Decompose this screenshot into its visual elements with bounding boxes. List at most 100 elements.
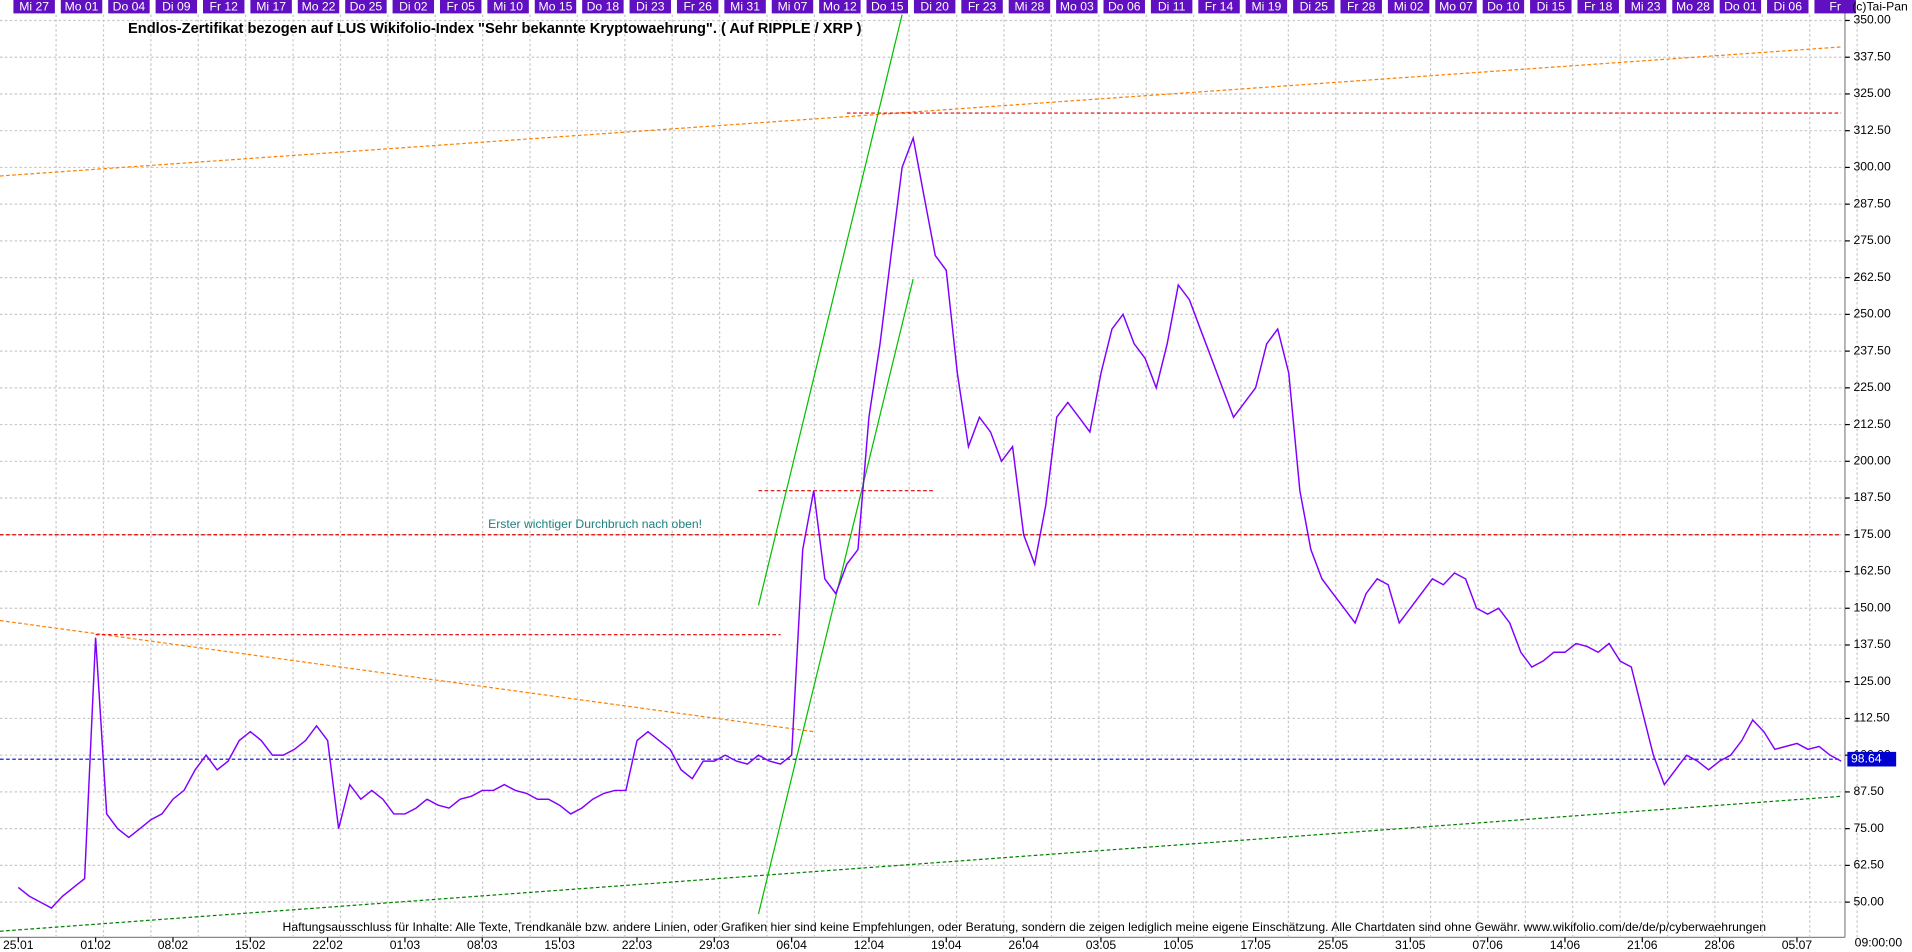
x-tick-label: 26.04 (1008, 938, 1039, 952)
top-label: Fr 05 (446, 0, 475, 14)
top-label-box (1577, 0, 1619, 14)
top-label: Mi 10 (493, 0, 523, 14)
y-tick-label: 75.00 (1853, 821, 1884, 835)
top-label: Mi 28 (1015, 0, 1045, 14)
x-tick-label: 22.03 (622, 938, 653, 952)
top-label: Mo 12 (823, 0, 857, 14)
x-tick-label: 15.03 (544, 938, 575, 952)
top-label-box (108, 0, 150, 14)
top-label-box (155, 0, 198, 14)
top-label: Mi 23 (1631, 0, 1661, 14)
top-label: Mo 07 (1439, 0, 1473, 14)
top-label-box (60, 0, 103, 14)
top-label: Di 02 (399, 0, 428, 14)
y-tick-label: 212.50 (1853, 417, 1890, 431)
top-label-box (1672, 0, 1714, 14)
y-tick-label: 325.00 (1853, 86, 1890, 100)
top-label-box (1340, 0, 1382, 14)
top-label-box (439, 0, 482, 14)
x-tick-label: 14.06 (1550, 938, 1581, 952)
top-label: Do 18 (587, 0, 620, 14)
y-tick-label: 62.50 (1853, 858, 1884, 872)
top-label: Mo 22 (302, 0, 336, 14)
y-tick-label: 87.50 (1853, 784, 1884, 798)
top-label-box (771, 0, 814, 14)
top-label: Do 01 (1724, 0, 1757, 14)
x-tick-label: 08.02 (158, 938, 189, 952)
y-tick-label: 162.50 (1853, 564, 1890, 578)
x-tick-label: 17.05 (1240, 938, 1271, 952)
top-label: Di 20 (920, 0, 949, 14)
x-tick-label: 05.07 (1782, 938, 1813, 952)
annotation: Erster wichtiger Durchbruch nach oben! (488, 517, 702, 531)
top-label-box (961, 0, 1003, 14)
x-tick-label: 08.03 (467, 938, 498, 952)
y-tick-label: 112.50 (1853, 711, 1890, 725)
x-tick-label: 21.06 (1627, 938, 1658, 952)
x-tick-label: 12.04 (854, 938, 885, 952)
top-label-box (1530, 0, 1572, 14)
top-label-box (1435, 0, 1477, 14)
trendline (757, 278, 914, 915)
trendline (0, 46, 1842, 177)
x-tick-label: 06.04 (776, 938, 807, 952)
top-label: Fr 23 (968, 0, 997, 14)
top-label: Mi 31 (730, 0, 760, 14)
top-label: Di 23 (636, 0, 665, 14)
y-tick-label: 287.50 (1853, 196, 1890, 210)
y-tick-label: 250.00 (1853, 307, 1890, 321)
x-tick-label: 15.02 (235, 938, 266, 952)
y-tick-label: 300.00 (1853, 160, 1890, 174)
x-tick-label: 25.01 (3, 938, 34, 952)
top-label: Do 25 (350, 0, 383, 14)
trendline (0, 795, 1842, 932)
y-tick-label: 237.50 (1853, 343, 1890, 357)
top-label-box (1293, 0, 1335, 14)
top-label-box (534, 0, 577, 14)
top-label: Do 15 (871, 0, 904, 14)
price-line (17, 135, 1842, 909)
top-label: Mi 07 (778, 0, 808, 14)
top-label-box (1624, 0, 1667, 14)
last-price-box (1847, 751, 1897, 767)
x-tick-label: 28.06 (1704, 938, 1735, 952)
top-label: Mi 02 (1394, 0, 1424, 14)
top-label: Do 04 (113, 0, 146, 14)
top-label: Di 25 (1300, 0, 1329, 14)
top-label: Di 11 (1158, 0, 1186, 14)
top-label-box (629, 0, 672, 14)
x-tick-label: 25.05 (1318, 938, 1349, 952)
top-label-box (1767, 0, 1809, 14)
x-tick-label: 03.05 (1086, 938, 1117, 952)
top-label: Fr 18 (1584, 0, 1613, 14)
trendline (757, 14, 903, 606)
y-tick-label: 312.50 (1853, 123, 1890, 137)
top-label: Do 10 (1487, 0, 1520, 14)
chart-title: Endlos-Zertifikat bezogen auf LUS Wikifo… (128, 21, 862, 37)
top-label: Mo 15 (539, 0, 573, 14)
top-label: Di 06 (1774, 0, 1803, 14)
top-label-box (202, 0, 245, 14)
y-tick-label: 275.00 (1853, 233, 1890, 247)
y-tick-label: 175.00 (1853, 527, 1890, 541)
last-price-label: 98.64 (1851, 751, 1882, 765)
top-label: Mo 03 (1060, 0, 1094, 14)
y-tick-label: 200.00 (1853, 454, 1890, 468)
y-tick-label: 262.50 (1853, 270, 1890, 284)
trendline (0, 619, 814, 733)
x-tick-label: 07.06 (1472, 938, 1503, 952)
top-label-box (1245, 0, 1288, 14)
top-label-box (582, 0, 624, 14)
top-label-box (1056, 0, 1098, 14)
top-label-box (345, 0, 387, 14)
y-tick-label: 350.00 (1853, 13, 1890, 27)
top-label: Fr 12 (210, 0, 239, 14)
top-label-box (392, 0, 435, 14)
y-tick-label: 150.00 (1853, 600, 1890, 614)
x-tick-label: 01.02 (80, 938, 111, 952)
top-label-box (1814, 0, 1856, 14)
top-label: Fr 26 (683, 0, 712, 14)
